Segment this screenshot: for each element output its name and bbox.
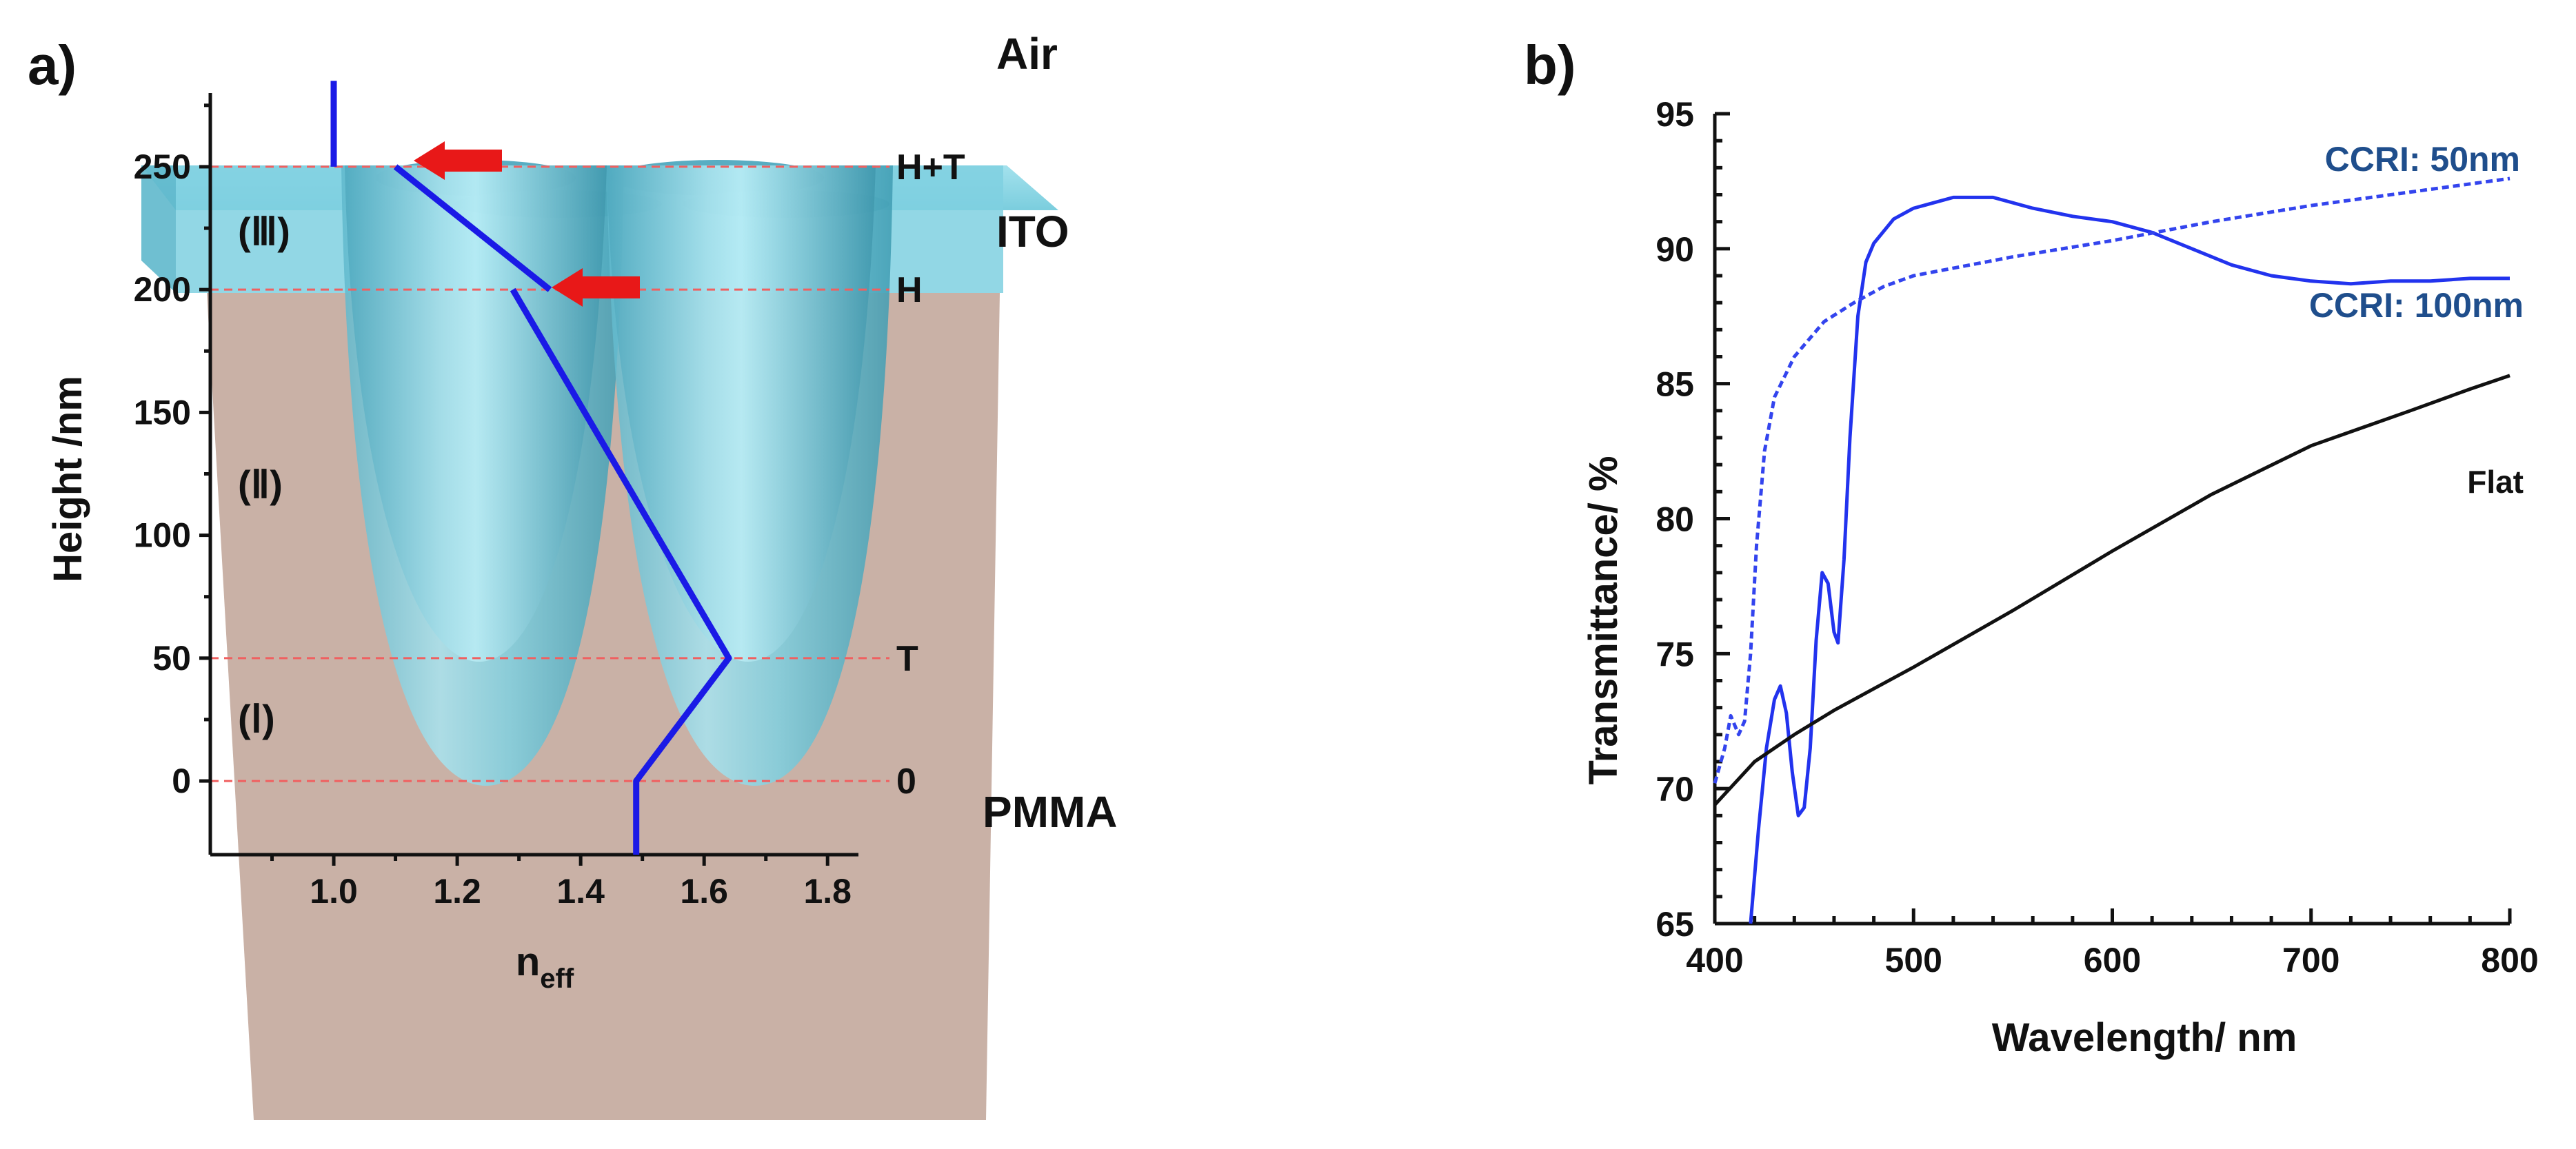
axis-a-ylabel: Height /nm [46, 376, 90, 582]
y-tick-label: 250 [134, 148, 191, 186]
panel-a: a) Air ITO PMMA 0 50 100 150 200 250 1.0 1.2 1.4… [28, 29, 1118, 1120]
ito-side-face [141, 165, 176, 293]
series-label-ccri100: CCRI: 100nm [2309, 286, 2524, 325]
y-tick-label: 200 [134, 270, 191, 309]
neff-profile-line [510, 287, 732, 855]
level-label: H+T [896, 148, 965, 187]
level-label: H [896, 270, 923, 310]
y-tick-label: 150 [134, 393, 191, 431]
series-label-ccri50: CCRI: 50nm [2325, 140, 2520, 179]
x-tick-label: 600 [2084, 941, 2141, 979]
x-tick-label: 500 [1885, 941, 1942, 979]
panel-b: b) 65 70 75 80 85 90 95 400 500 600 700 800 Transmi… [1524, 34, 2539, 1060]
panel-b-label: b) [1524, 34, 1576, 96]
neff-profile-line [393, 164, 552, 292]
x-tick-label: 1.0 [310, 872, 358, 911]
y-tick-label: 95 [1656, 95, 1694, 134]
arrow-left-icon [414, 141, 502, 180]
y-tick-label: 85 [1656, 365, 1694, 404]
panel-a-label: a) [28, 34, 77, 96]
x-tick-label: 1.8 [803, 872, 852, 911]
y-tick-label: 70 [1656, 770, 1694, 809]
y-tick-label: 80 [1656, 500, 1694, 539]
x-tick-label: 1.6 [680, 872, 728, 911]
region-pmma-label: PMMA [983, 787, 1118, 837]
y-tick-label: 50 [152, 639, 191, 678]
x-tick-label: 1.4 [556, 872, 605, 911]
axis-b-xlabel: Wavelength/ nm [1992, 1015, 2297, 1060]
series-ccri50-line [1713, 176, 2510, 784]
y-tick-label: 0 [172, 762, 191, 800]
x-tick-label: 1.2 [433, 872, 481, 911]
series-label-flat: Flat [2467, 464, 2524, 500]
zone-label-I: (Ⅰ) [238, 697, 275, 740]
series-ccri100-line [1749, 195, 2510, 924]
zone-label-II: (Ⅱ) [238, 462, 283, 506]
x-tick-label: 700 [2282, 941, 2339, 979]
zone-label-III: (Ⅲ) [238, 210, 290, 253]
chart-a: 0 50 100 150 200 250 1.0 1.2 1.4 1.6 1.8 H+T H T 0 [134, 81, 965, 911]
y-tick-label: 90 [1656, 230, 1694, 269]
x-tick-label: 800 [2481, 941, 2538, 979]
axis-b-ylabel: Transmittance/ % [1581, 456, 1626, 784]
y-tick-label: 100 [134, 516, 191, 555]
arrow-left-icon [552, 268, 640, 307]
region-air-label: Air [996, 29, 1058, 79]
level-label: T [896, 639, 918, 679]
level-label: 0 [896, 762, 916, 802]
axis-a-xlabel: neff [516, 939, 574, 994]
region-ito-label: ITO [996, 207, 1069, 256]
y-tick-label: 65 [1656, 905, 1694, 944]
x-tick-label: 400 [1686, 941, 1743, 979]
chart-b: 65 70 75 80 85 90 95 400 500 600 700 800 [1656, 95, 2538, 979]
y-tick-label: 75 [1656, 635, 1694, 673]
series-flat-line [1713, 374, 2510, 806]
